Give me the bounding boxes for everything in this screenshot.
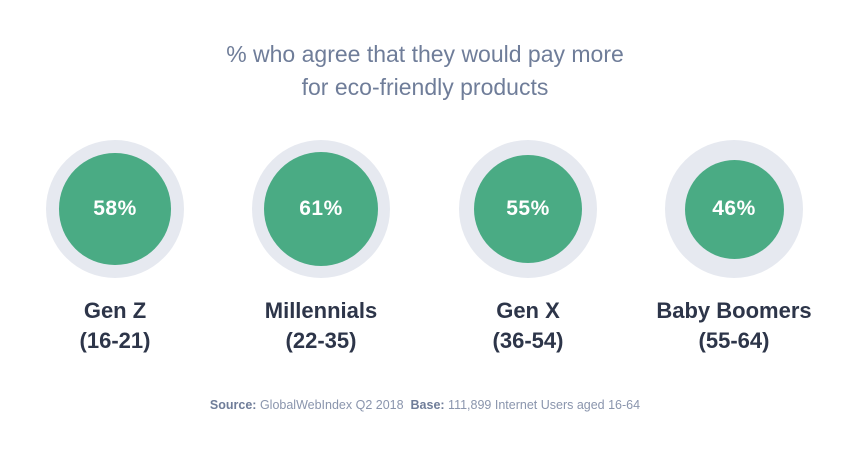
- chart-item-gen-x: 55% Gen X (36-54): [425, 140, 631, 356]
- category-name: Baby Boomers: [656, 298, 812, 323]
- value-ring: 46%: [665, 140, 803, 278]
- value-disc: 58%: [59, 153, 171, 265]
- value-disc: 55%: [473, 154, 583, 264]
- category-age-range: (55-64): [698, 328, 770, 353]
- category-age-range: (16-21): [79, 328, 151, 353]
- chart-title: % who agree that they would pay more for…: [0, 38, 850, 104]
- source-note: Source: GlobalWebIndex Q2 2018 Base: 111…: [0, 398, 850, 412]
- base-text: 111,899 Internet Users aged 16-64: [448, 398, 641, 412]
- chart-item-baby-boomers: 46% Baby Boomers (55-64): [631, 140, 837, 356]
- value-label: 46%: [712, 197, 756, 220]
- chart-title-line-2: for eco-friendly products: [301, 74, 549, 100]
- chart-area: 58% Gen Z (16-21) 61% Millennials (22-35…: [0, 140, 850, 370]
- chart-item-millennials: 61% Millennials (22-35): [218, 140, 424, 356]
- value-ring: 55%: [459, 140, 597, 278]
- value-ring: 61%: [252, 140, 390, 278]
- value-disc: 46%: [684, 159, 784, 259]
- chart-item-gen-z: 58% Gen Z (16-21): [12, 140, 218, 356]
- category-age-range: (22-35): [285, 328, 357, 353]
- value-label: 55%: [506, 197, 550, 220]
- category-label: Gen X (36-54): [425, 296, 631, 356]
- category-label: Millennials (22-35): [218, 296, 424, 356]
- value-label: 58%: [93, 197, 137, 220]
- value-disc: 61%: [264, 152, 378, 266]
- category-name: Millennials: [264, 298, 378, 323]
- category-label: Gen Z (16-21): [12, 296, 218, 356]
- source-label: Source:: [209, 398, 257, 412]
- chart-title-line-1: % who agree that they would pay more: [226, 41, 624, 67]
- category-name: Gen X: [496, 298, 560, 323]
- category-label: Baby Boomers (55-64): [631, 296, 837, 356]
- category-age-range: (36-54): [492, 328, 564, 353]
- value-label: 61%: [299, 197, 343, 220]
- source-text: GlobalWebIndex Q2 2018: [259, 398, 404, 412]
- value-ring: 58%: [46, 140, 184, 278]
- category-name: Gen Z: [83, 298, 147, 323]
- base-label: Base:: [410, 398, 445, 412]
